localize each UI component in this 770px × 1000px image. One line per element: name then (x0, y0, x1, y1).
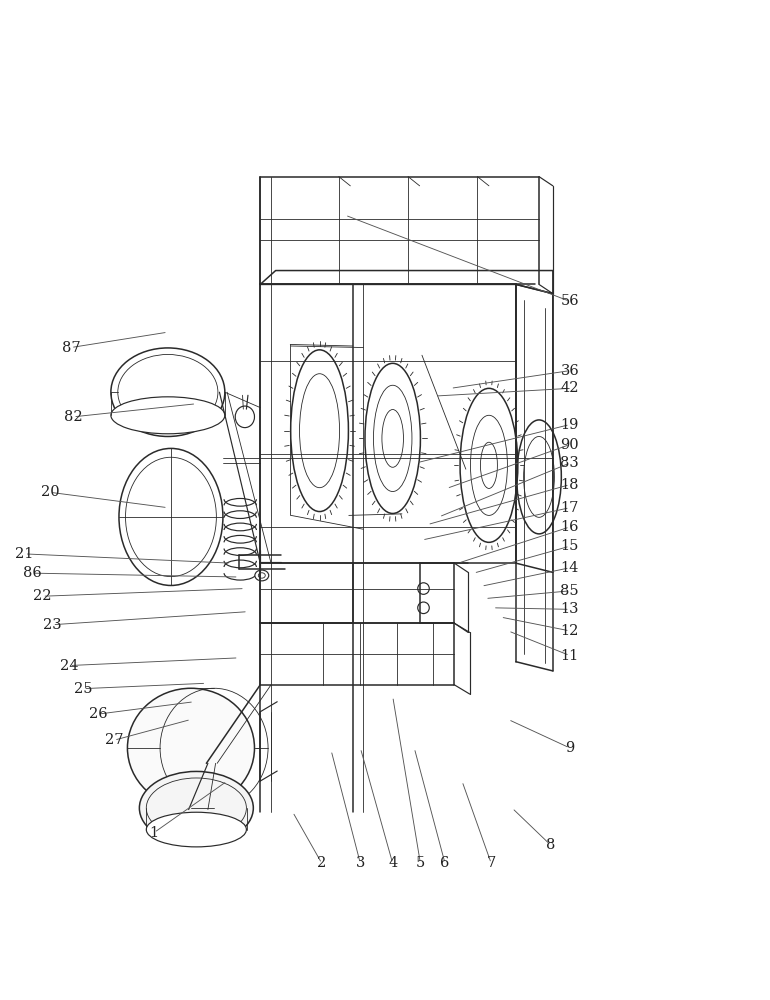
Text: 4: 4 (388, 856, 397, 870)
Text: 86: 86 (23, 566, 42, 580)
Text: 56: 56 (561, 294, 579, 308)
Text: 27: 27 (105, 733, 123, 747)
Text: 12: 12 (561, 624, 579, 638)
Text: 82: 82 (64, 410, 82, 424)
Text: 6: 6 (440, 856, 450, 870)
Text: 36: 36 (561, 364, 579, 378)
Text: 15: 15 (561, 539, 579, 553)
Text: 22: 22 (33, 589, 52, 603)
Text: 8: 8 (546, 838, 555, 852)
Text: 90: 90 (561, 438, 579, 452)
Text: 87: 87 (62, 341, 80, 355)
Text: 25: 25 (74, 682, 92, 696)
Text: 21: 21 (15, 547, 34, 561)
Text: 7: 7 (487, 856, 496, 870)
Text: 11: 11 (561, 649, 579, 663)
Text: 14: 14 (561, 561, 579, 575)
Text: 20: 20 (41, 485, 59, 499)
Ellipse shape (236, 406, 254, 428)
Text: 13: 13 (561, 602, 579, 616)
Text: 18: 18 (561, 478, 579, 492)
Text: 16: 16 (561, 520, 579, 534)
Text: 26: 26 (89, 707, 108, 721)
Text: 19: 19 (561, 418, 579, 432)
Text: 23: 23 (43, 618, 62, 632)
Ellipse shape (146, 812, 246, 847)
Ellipse shape (111, 397, 225, 434)
Text: 9: 9 (565, 741, 574, 755)
Ellipse shape (139, 771, 253, 845)
Text: 42: 42 (561, 381, 579, 395)
Ellipse shape (128, 688, 254, 808)
Text: 1: 1 (149, 826, 159, 840)
Ellipse shape (255, 570, 269, 581)
Text: 83: 83 (561, 456, 579, 470)
Text: 85: 85 (561, 584, 579, 598)
Text: 5: 5 (416, 856, 425, 870)
Text: 24: 24 (60, 659, 79, 673)
Text: 3: 3 (356, 856, 365, 870)
Text: 2: 2 (317, 856, 326, 870)
Text: 17: 17 (561, 501, 579, 515)
